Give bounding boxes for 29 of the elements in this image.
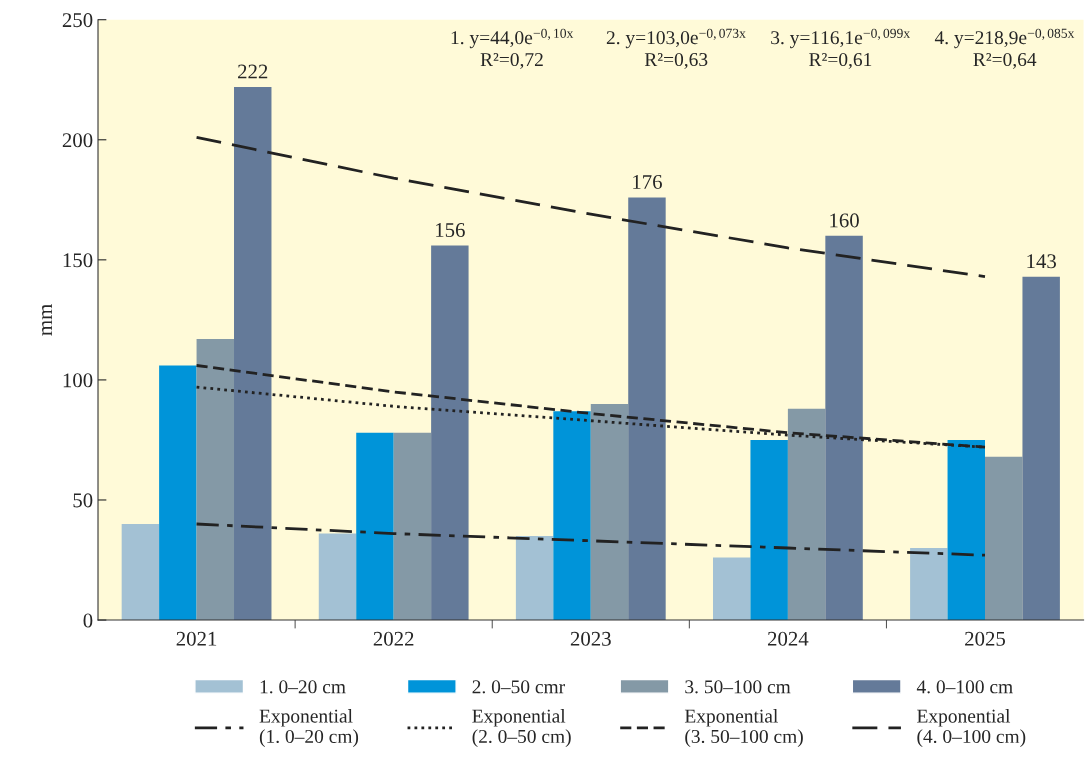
annotation: 2. y=103,0e$^{−0,073x}$ R²=0,63 (606, 28, 746, 69)
legend-label: Exponential (4. 0–100 cm) (917, 708, 1026, 747)
x-tick-label: 2025 (965, 631, 1006, 646)
x-tick-label: 2023 (570, 631, 611, 646)
data-label: 143 (1027, 254, 1056, 269)
legend-label: 1. 0–20 cm (260, 680, 346, 694)
x-tick-label: 2022 (373, 631, 414, 646)
x-tick-label: 2021 (176, 631, 217, 646)
y-tick-label: 100 (63, 373, 93, 388)
data-label: 160 (830, 213, 859, 228)
legend-label: Exponential (3. 50–100 cm) (684, 708, 803, 747)
y-tick-label: 150 (63, 253, 93, 268)
legend-label: 4. 0–100 cm (916, 680, 1013, 694)
data-label: 156 (436, 223, 465, 238)
data-label: 176 (633, 175, 662, 190)
y-tick-label: 0 (83, 613, 93, 628)
legend-label: 3. 50–100 cm (685, 680, 791, 694)
legend-label: Exponential (1. 0–20 cm) (259, 708, 359, 747)
annotation: 1. y=44,0e$^{−0,10x}$ R²=0,72 (451, 28, 574, 69)
annotation: 3. y=116,1e$^{−0,099x}$ R²=0,61 (771, 28, 910, 69)
y-axis-title: mm (42, 304, 52, 336)
y-tick-label: 200 (62, 133, 93, 148)
x-tick-label: 2024 (767, 631, 809, 646)
y-tick-label: 250 (62, 13, 93, 28)
data-label: 222 (238, 64, 268, 79)
annotation: 4. y=218,9e$^{−0,085x}$ R²=0,64 (934, 28, 1075, 69)
legend-label: 2. 0–50 cmr (472, 680, 565, 694)
legend-label: Exponential (2. 0–50 cm) (472, 708, 571, 747)
y-tick-label: 50 (73, 493, 93, 508)
